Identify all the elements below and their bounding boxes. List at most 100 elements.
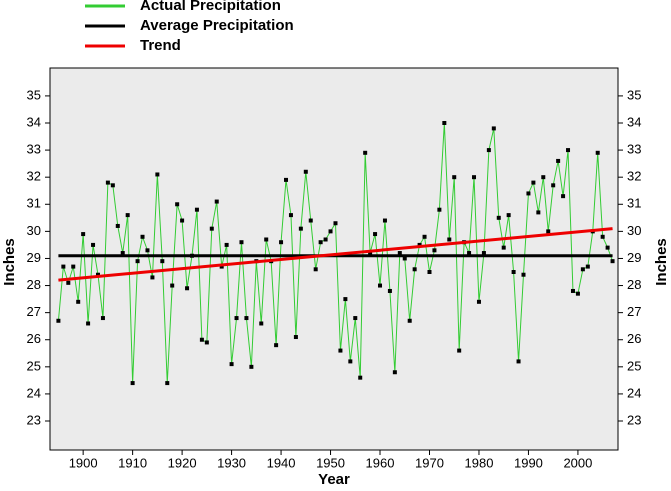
data-point — [328, 229, 333, 234]
data-point — [610, 259, 615, 264]
data-point — [71, 264, 76, 269]
data-point — [140, 234, 145, 239]
data-point — [561, 194, 566, 199]
y-tick-label: 30 — [27, 223, 41, 238]
data-point — [170, 283, 175, 288]
data-point — [239, 240, 244, 245]
y2-tick-label: 35 — [627, 87, 641, 102]
data-point — [180, 218, 185, 223]
data-point — [353, 316, 358, 321]
data-point — [536, 210, 541, 215]
plot-background — [50, 68, 618, 450]
data-point — [66, 280, 71, 285]
data-point — [76, 299, 81, 304]
x-tick-label: 1980 — [465, 455, 494, 470]
data-point — [447, 237, 452, 242]
data-point — [219, 264, 224, 269]
data-point — [313, 267, 318, 272]
data-point — [595, 150, 600, 155]
x-tick-label: 1900 — [69, 455, 98, 470]
data-point — [521, 272, 526, 277]
data-point — [293, 335, 298, 340]
y-tick-label: 35 — [27, 87, 41, 102]
data-point — [472, 175, 477, 180]
data-point — [496, 215, 501, 220]
data-point — [95, 272, 100, 277]
y2-tick-label: 25 — [627, 358, 641, 373]
data-point — [585, 264, 590, 269]
data-point — [165, 381, 170, 386]
data-point — [145, 248, 150, 253]
data-point — [204, 340, 209, 345]
data-point — [378, 283, 383, 288]
data-point — [575, 291, 580, 296]
data-point — [56, 318, 61, 323]
data-point — [61, 264, 66, 269]
data-point — [155, 172, 160, 177]
data-point — [437, 207, 442, 212]
data-point — [224, 242, 229, 247]
data-point — [81, 232, 86, 237]
data-point — [476, 299, 481, 304]
data-point — [229, 362, 234, 367]
data-point — [382, 218, 387, 223]
data-point — [234, 316, 239, 321]
y-tick-label: 28 — [27, 277, 41, 292]
data-point — [358, 375, 363, 380]
data-point — [501, 245, 506, 250]
data-point — [130, 381, 135, 386]
data-point — [194, 207, 199, 212]
data-point — [333, 221, 338, 226]
data-point — [551, 183, 556, 188]
data-point — [442, 120, 447, 125]
data-point — [566, 148, 571, 153]
data-point — [467, 251, 472, 256]
y-tick-label: 34 — [27, 114, 41, 129]
x-tick-label: 1950 — [316, 455, 345, 470]
data-point — [318, 240, 323, 245]
data-point — [546, 229, 551, 234]
legend-label: Average Precipitation — [140, 17, 294, 34]
data-point — [600, 234, 605, 239]
y2-tick-label: 24 — [627, 385, 641, 400]
x-axis-label: Year — [318, 471, 350, 486]
data-point — [264, 237, 269, 242]
data-point — [516, 359, 521, 364]
data-point — [412, 267, 417, 272]
x-tick-label: 1940 — [267, 455, 296, 470]
data-point — [541, 175, 546, 180]
x-tick-label: 1920 — [168, 455, 197, 470]
data-point — [457, 348, 462, 353]
x-tick-label: 2000 — [563, 455, 592, 470]
data-point — [120, 251, 125, 256]
data-point — [185, 286, 190, 291]
data-point — [279, 240, 284, 245]
y2-tick-label: 30 — [627, 223, 641, 238]
data-point — [343, 297, 348, 302]
data-point — [452, 175, 457, 180]
data-point — [511, 270, 516, 275]
data-point — [486, 148, 491, 153]
data-point — [199, 337, 204, 342]
data-point — [363, 150, 368, 155]
data-point — [570, 288, 575, 293]
y2-tick-label: 33 — [627, 142, 641, 157]
data-point — [160, 259, 165, 264]
data-point — [284, 177, 289, 182]
data-point — [556, 158, 561, 163]
data-point — [373, 232, 378, 237]
data-point — [387, 288, 392, 293]
data-point — [368, 251, 373, 256]
y2-tick-label: 28 — [627, 277, 641, 292]
data-point — [303, 169, 308, 174]
x-tick-label: 1960 — [366, 455, 395, 470]
data-point — [432, 248, 437, 253]
data-point — [288, 213, 293, 218]
legend-label: Trend — [140, 37, 181, 54]
data-point — [392, 370, 397, 375]
data-point — [323, 237, 328, 242]
y2-tick-label: 34 — [627, 114, 641, 129]
y-axis-label: Inches — [1, 238, 18, 286]
data-point — [105, 180, 110, 185]
